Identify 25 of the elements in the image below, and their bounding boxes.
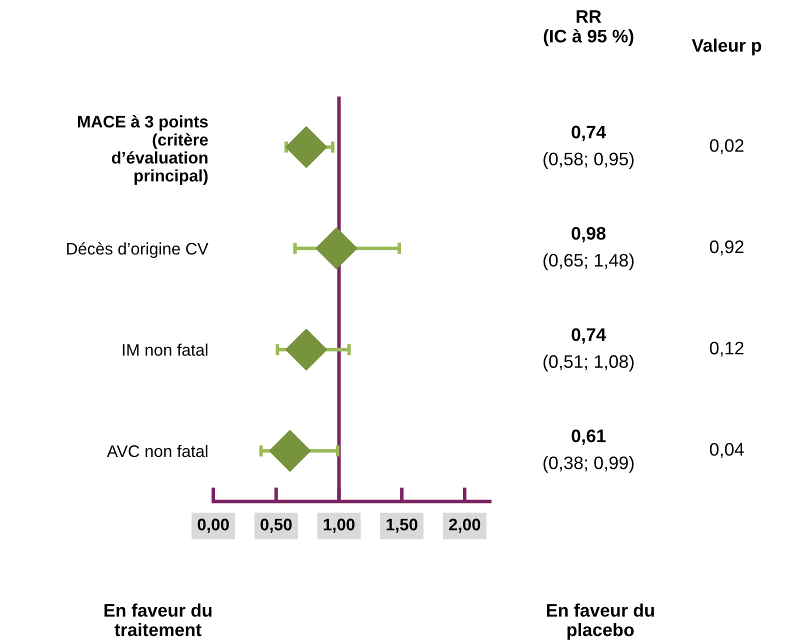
x-tick-label: 0,00: [198, 518, 229, 533]
y-tick-label: Décès d’origine CV: [67, 242, 208, 258]
text: 0,74: [572, 328, 606, 344]
text: (0,38; 0,99): [544, 456, 634, 473]
text: 0,61: [572, 429, 606, 445]
x-tick-label: 0,50: [260, 518, 292, 533]
text: (0,58; 0,95): [544, 152, 634, 169]
x-tick-label: 1,50: [386, 518, 418, 533]
y-tick-label: MACE à 3 points (critère d’évaluation principal): [78, 115, 208, 185]
text: 0,02: [710, 139, 744, 154]
x-tick-label: 1,00: [324, 518, 355, 533]
text: 0,04: [710, 442, 744, 458]
y-tick-label: AVC non fatal: [106, 444, 208, 458]
text: (0,51; 1,08): [544, 354, 634, 372]
text: 0,12: [710, 342, 744, 357]
text: 0,74: [572, 126, 606, 142]
text: 0,92: [710, 240, 744, 256]
x-tick-label: 2,00: [449, 518, 480, 533]
text: En faveur du traitement: [104, 604, 212, 636]
text: Valeur p: [692, 38, 762, 56]
y-tick-label: IM non fatal: [122, 344, 208, 356]
text: 0,98: [572, 226, 606, 242]
text: RR (IC à 95 %): [544, 10, 634, 46]
text: En faveur du placebo: [546, 604, 654, 640]
text: (0,65; 1,48): [544, 253, 634, 270]
